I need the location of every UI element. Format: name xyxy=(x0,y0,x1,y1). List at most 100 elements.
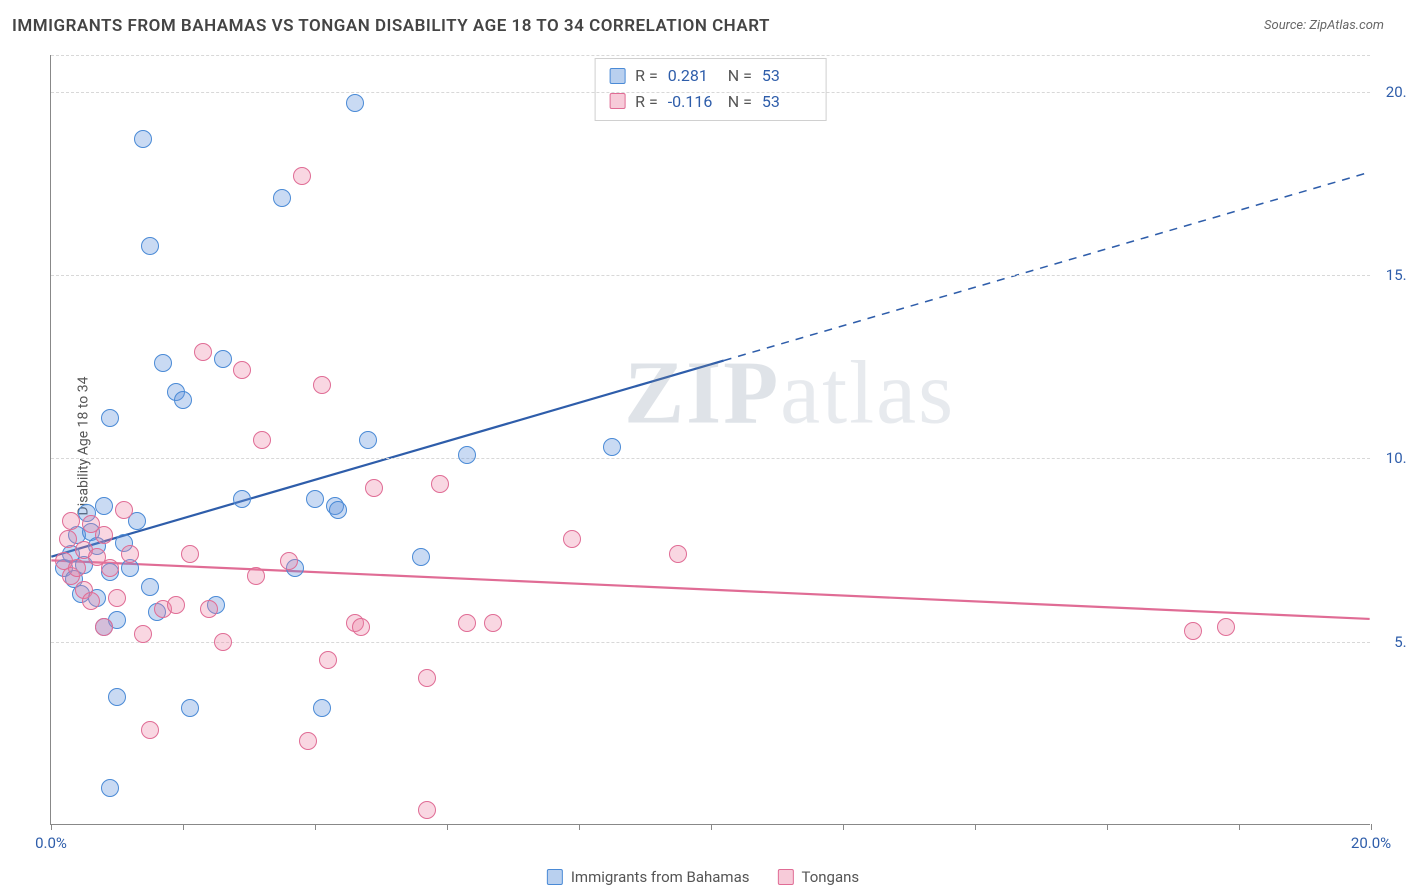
data-point-b xyxy=(418,669,436,687)
data-point-b xyxy=(313,376,331,394)
stat-row-a: R = 0.281 N = 53 xyxy=(609,63,812,89)
data-point-a xyxy=(108,688,126,706)
data-point-a xyxy=(603,438,621,456)
data-point-b xyxy=(293,167,311,185)
r-label: R = xyxy=(635,63,658,89)
trend-line-a-extrapolated xyxy=(724,172,1370,360)
x-tick-mark xyxy=(447,824,448,830)
y-tick-label: 10.0% xyxy=(1386,449,1406,467)
x-tick-mark xyxy=(1371,824,1372,830)
data-point-a xyxy=(101,779,119,797)
data-point-b xyxy=(95,526,113,544)
data-point-b xyxy=(484,614,502,632)
x-tick-label: 0.0% xyxy=(35,834,67,852)
data-point-a xyxy=(306,490,324,508)
legend: Immigrants from Bahamas Tongans xyxy=(547,868,859,886)
data-point-a xyxy=(174,391,192,409)
gridline-h xyxy=(51,92,1370,93)
data-point-a xyxy=(313,699,331,717)
data-point-a xyxy=(458,446,476,464)
data-point-b xyxy=(458,614,476,632)
data-point-a xyxy=(141,237,159,255)
swatch-icon xyxy=(777,869,793,885)
data-point-a xyxy=(141,578,159,596)
data-point-b xyxy=(121,545,139,563)
data-point-a xyxy=(346,94,364,112)
data-point-b xyxy=(247,567,265,585)
data-point-b xyxy=(669,545,687,563)
data-point-b xyxy=(319,651,337,669)
data-point-b xyxy=(280,552,298,570)
x-tick-mark xyxy=(1239,824,1240,830)
x-tick-mark xyxy=(711,824,712,830)
y-tick-label: 20.0% xyxy=(1386,83,1406,101)
y-tick-label: 5.0% xyxy=(1394,633,1406,651)
data-point-b xyxy=(134,625,152,643)
data-point-b xyxy=(233,361,251,379)
data-point-a xyxy=(412,548,430,566)
legend-label: Immigrants from Bahamas xyxy=(571,868,750,886)
x-tick-mark xyxy=(1107,824,1108,830)
data-point-b xyxy=(418,801,436,819)
x-tick-mark xyxy=(51,824,52,830)
swatch-icon xyxy=(547,869,563,885)
data-point-b xyxy=(141,721,159,739)
n-label: N = xyxy=(728,63,752,89)
x-tick-mark xyxy=(579,824,580,830)
data-point-b xyxy=(214,633,232,651)
x-tick-mark xyxy=(315,824,316,830)
data-point-b xyxy=(59,530,77,548)
data-point-b xyxy=(431,475,449,493)
scatter-plot: ZIPatlas R =0.281N =53R =-0.116N =53 5.0… xyxy=(50,55,1370,825)
data-point-b xyxy=(365,479,383,497)
swatch-icon xyxy=(609,68,625,84)
data-point-a xyxy=(359,431,377,449)
data-point-b xyxy=(101,559,119,577)
n-value: 53 xyxy=(762,63,812,89)
gridline-h xyxy=(51,275,1370,276)
data-point-a xyxy=(329,501,347,519)
data-point-b xyxy=(352,618,370,636)
data-point-a xyxy=(233,490,251,508)
data-point-b xyxy=(115,501,133,519)
data-point-b xyxy=(253,431,271,449)
data-point-b xyxy=(82,592,100,610)
data-point-a xyxy=(214,350,232,368)
x-tick-mark xyxy=(843,824,844,830)
data-point-a xyxy=(273,189,291,207)
y-tick-label: 15.0% xyxy=(1386,266,1406,284)
r-value: 0.281 xyxy=(668,63,718,89)
trend-lines xyxy=(51,55,1370,824)
x-tick-label: 20.0% xyxy=(1351,834,1391,852)
data-point-b xyxy=(1217,618,1235,636)
data-point-b xyxy=(200,600,218,618)
data-point-b xyxy=(194,343,212,361)
data-point-b xyxy=(299,732,317,750)
correlation-stat-box: R =0.281N =53R =-0.116N =53 xyxy=(594,58,827,121)
data-point-b xyxy=(1184,622,1202,640)
legend-label: Tongans xyxy=(801,868,859,886)
data-point-a xyxy=(101,409,119,427)
watermark: ZIPatlas xyxy=(624,342,955,445)
x-tick-mark xyxy=(183,824,184,830)
source-attribution: Source: ZipAtlas.com xyxy=(1264,18,1384,33)
gridline-h xyxy=(51,55,1370,56)
gridline-h xyxy=(51,642,1370,643)
data-point-b xyxy=(181,545,199,563)
data-point-a xyxy=(181,699,199,717)
data-point-a xyxy=(154,354,172,372)
swatch-icon xyxy=(609,93,625,109)
legend-item-a: Immigrants from Bahamas xyxy=(547,868,750,886)
data-point-b xyxy=(62,512,80,530)
chart-title: IMMIGRANTS FROM BAHAMAS VS TONGAN DISABI… xyxy=(12,16,770,36)
data-point-a xyxy=(95,497,113,515)
data-point-b xyxy=(68,559,86,577)
data-point-b xyxy=(108,589,126,607)
data-point-b xyxy=(563,530,581,548)
data-point-a xyxy=(134,130,152,148)
x-tick-mark xyxy=(975,824,976,830)
data-point-b xyxy=(95,618,113,636)
gridline-h xyxy=(51,458,1370,459)
legend-item-b: Tongans xyxy=(777,868,859,886)
data-point-b xyxy=(167,596,185,614)
